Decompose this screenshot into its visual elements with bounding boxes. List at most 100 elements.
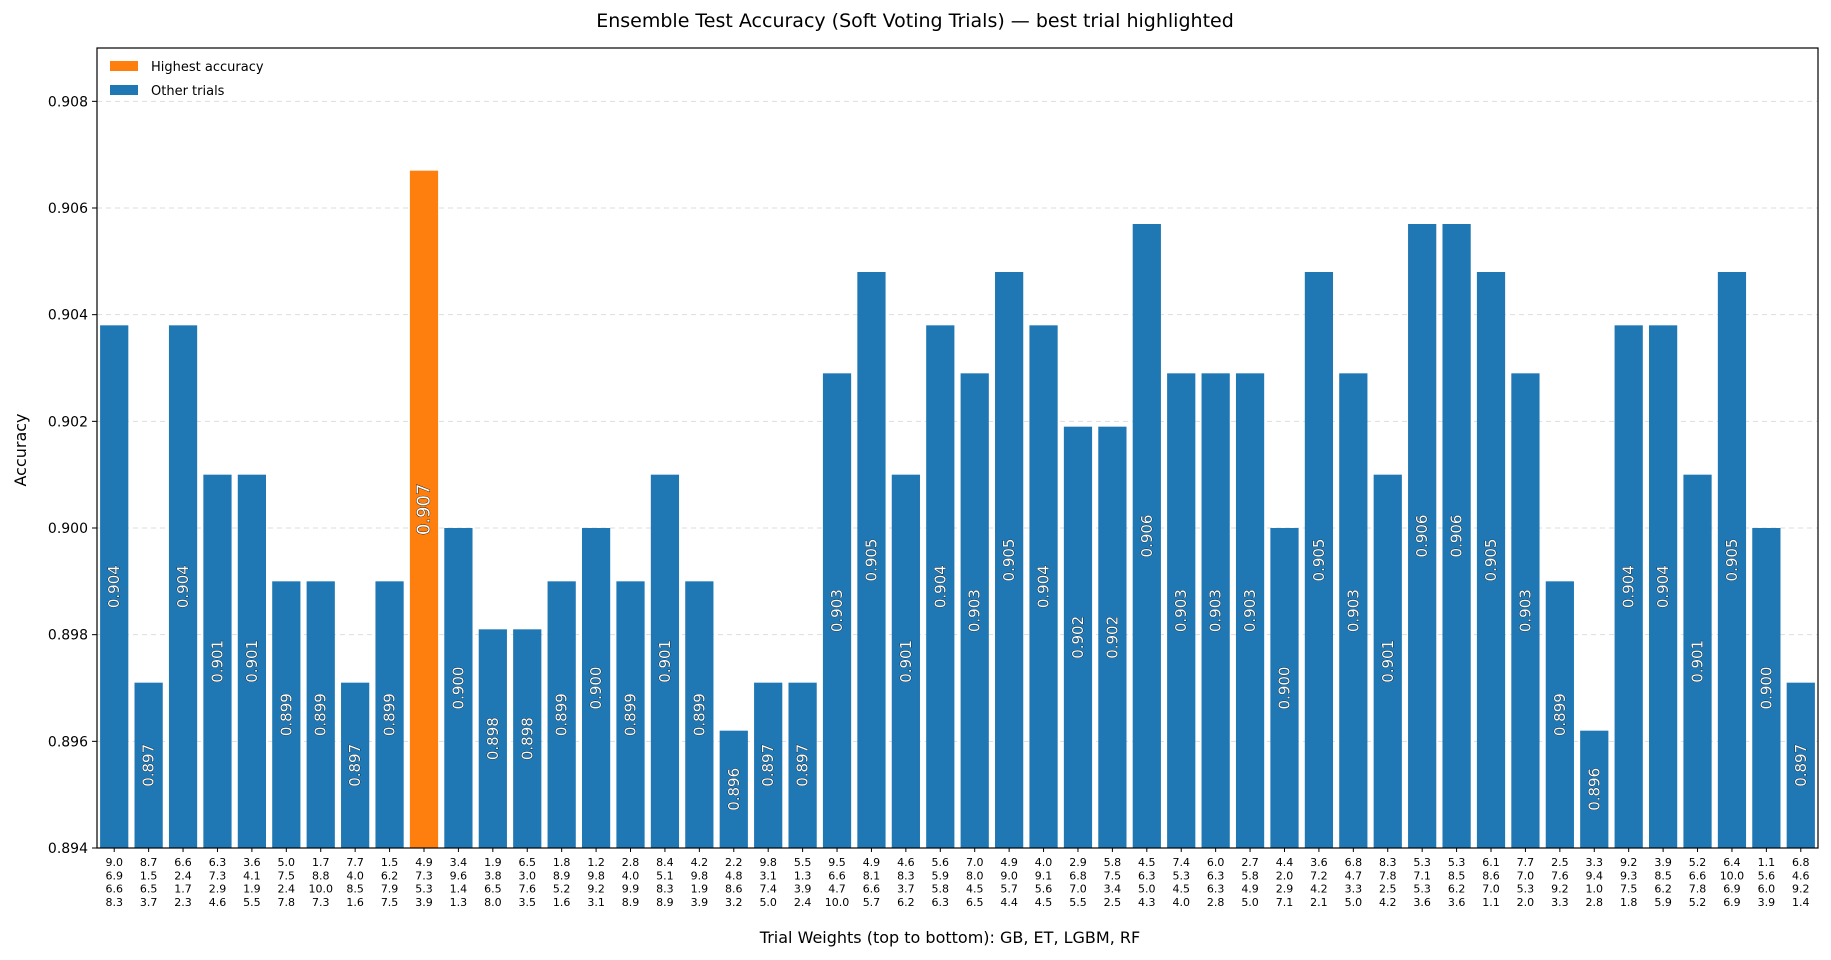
x-tick-weight: 3.6 bbox=[1413, 896, 1431, 909]
x-tick-weight: 2.9 bbox=[1069, 856, 1087, 869]
bar-trial bbox=[237, 474, 267, 848]
x-tick-weight: 9.8 bbox=[691, 869, 709, 882]
bar-value-label: 0.901 bbox=[1689, 640, 1707, 683]
bar-value-label: 0.902 bbox=[1103, 616, 1121, 659]
x-tick-weight: 1.8 bbox=[553, 856, 571, 869]
x-tick-weight: 8.1 bbox=[863, 869, 881, 882]
x-tick-weight: 6.2 bbox=[381, 869, 399, 882]
x-tick-weight: 6.3 bbox=[932, 896, 950, 909]
x-tick-weight: 7.8 bbox=[278, 896, 296, 909]
x-tick-weight: 1.3 bbox=[794, 869, 812, 882]
x-tick-weight: 3.9 bbox=[1758, 896, 1776, 909]
x-tick-weight: 3.7 bbox=[140, 896, 158, 909]
bar-value-label: 0.899 bbox=[1551, 693, 1569, 736]
bar-trial bbox=[1476, 272, 1506, 848]
bar-value-label: 0.901 bbox=[1379, 640, 1397, 683]
bar-value-label: 0.900 bbox=[1275, 667, 1293, 710]
x-tick-weight: 9.2 bbox=[1551, 883, 1569, 896]
bar-trial bbox=[272, 581, 301, 848]
bar-trial bbox=[1580, 730, 1609, 848]
bar-trial bbox=[1442, 224, 1471, 848]
x-tick-weight: 2.4 bbox=[794, 896, 812, 909]
x-tick-weight: 5.3 bbox=[1172, 869, 1190, 882]
x-tick-weight: 7.4 bbox=[759, 883, 777, 896]
bar-value-label: 0.904 bbox=[1620, 565, 1638, 608]
x-tick-weight: 7.1 bbox=[1413, 869, 1431, 882]
x-tick-weight: 5.2 bbox=[1689, 896, 1707, 909]
x-tick-weight: 2.9 bbox=[1276, 883, 1294, 896]
bar-value-label: 0.906 bbox=[1138, 515, 1156, 558]
bar-value-label: 0.898 bbox=[518, 717, 536, 760]
legend: Highest accuracy Other trials bbox=[110, 60, 264, 99]
x-tick-weight: 1.0 bbox=[1586, 883, 1604, 896]
x-tick-weight: 6.9 bbox=[1723, 883, 1741, 896]
bar-best-trial bbox=[409, 170, 439, 848]
x-tick-weight: 2.3 bbox=[174, 896, 192, 909]
x-tick-weight: 1.6 bbox=[553, 896, 571, 909]
x-tick-weight: 2.1 bbox=[1310, 896, 1328, 909]
bar-trial bbox=[616, 581, 645, 848]
x-tick-weight: 10.0 bbox=[1720, 869, 1745, 882]
x-tick-weight: 4.0 bbox=[1172, 896, 1190, 909]
x-tick-weight: 3.6 bbox=[1310, 856, 1328, 869]
x-tick-weight: 6.2 bbox=[1654, 883, 1672, 896]
x-tick-weight: 1.1 bbox=[1758, 856, 1776, 869]
x-tick-weight: 3.9 bbox=[1654, 856, 1672, 869]
x-tick-weight: 1.3 bbox=[450, 896, 468, 909]
x-tick-weight: 7.2 bbox=[1310, 869, 1328, 882]
bar-value-label: 0.901 bbox=[208, 640, 226, 683]
bar-trial bbox=[547, 581, 576, 848]
x-tick-weight: 6.2 bbox=[1448, 883, 1466, 896]
bar-value-labels: 0.904 0.897 0.904 0.901 0.901 0.899 0.899 0.897… bbox=[105, 483, 1810, 811]
x-tick-weight: 2.0 bbox=[1517, 896, 1535, 909]
x-tick-weight: 8.7 bbox=[140, 856, 158, 869]
x-tick-weight: 6.0 bbox=[1207, 856, 1225, 869]
x-tick-weight: 3.9 bbox=[794, 883, 812, 896]
x-tick-weight: 7.3 bbox=[209, 869, 227, 882]
bar-value-label: 0.900 bbox=[449, 667, 467, 710]
x-tick-weight: 4.3 bbox=[1138, 896, 1156, 909]
bar-trial bbox=[1235, 373, 1265, 848]
x-tick-weight: 4.5 bbox=[1035, 896, 1053, 909]
x-tick-weight: 6.3 bbox=[209, 856, 227, 869]
x-tick-weight: 5.0 bbox=[759, 896, 777, 909]
bar-value-label: 0.896 bbox=[1585, 768, 1603, 811]
x-tick-weight: 4.5 bbox=[966, 883, 984, 896]
x-tick-weight: 3.7 bbox=[897, 883, 915, 896]
x-tick-weight: 1.6 bbox=[346, 896, 364, 909]
x-tick-weight: 1.9 bbox=[484, 856, 502, 869]
y-tick-label: 0.904 bbox=[48, 308, 88, 324]
x-tick-weight: 3.4 bbox=[450, 856, 468, 869]
x-tick-weight: 4.4 bbox=[1000, 896, 1018, 909]
x-tick-weight: 6.1 bbox=[1482, 856, 1500, 869]
y-tick-label: 0.896 bbox=[48, 734, 88, 750]
x-tick-weight: 7.4 bbox=[1172, 856, 1190, 869]
x-tick-weight: 1.7 bbox=[174, 883, 192, 896]
bar-trial bbox=[168, 325, 198, 848]
bar-value-label: 0.897 bbox=[346, 744, 364, 787]
x-tick-weight: 4.9 bbox=[1000, 856, 1018, 869]
x-tick-weight: 7.0 bbox=[1517, 869, 1535, 882]
x-tick-weight: 6.9 bbox=[105, 869, 123, 882]
x-tick-weight: 5.9 bbox=[1654, 896, 1672, 909]
bar-trial bbox=[650, 474, 680, 848]
x-tick-weight: 1.1 bbox=[1482, 896, 1500, 909]
bar-trial bbox=[926, 325, 955, 848]
bar-trial bbox=[754, 682, 783, 848]
bar-value-label: 0.899 bbox=[312, 693, 330, 736]
x-tick-weight: 4.7 bbox=[1345, 869, 1363, 882]
x-tick-weight: 7.0 bbox=[1069, 883, 1087, 896]
y-tick-label: 0.902 bbox=[48, 414, 88, 430]
bar-value-label: 0.899 bbox=[277, 693, 295, 736]
bar-trial bbox=[341, 682, 370, 848]
x-tick-weight: 1.8 bbox=[1620, 896, 1638, 909]
bar-trial bbox=[1545, 581, 1574, 848]
bar-value-label: 0.905 bbox=[1000, 539, 1018, 582]
x-tick-weight: 10.0 bbox=[825, 896, 850, 909]
x-tick-weight: 5.0 bbox=[1241, 896, 1259, 909]
x-tick-weight: 7.7 bbox=[1517, 856, 1535, 869]
x-tick-weight: 5.8 bbox=[1104, 856, 1122, 869]
x-tick-weight: 7.6 bbox=[519, 883, 537, 896]
bar-value-label: 0.897 bbox=[140, 744, 158, 787]
x-tick-weight: 2.0 bbox=[1276, 869, 1294, 882]
